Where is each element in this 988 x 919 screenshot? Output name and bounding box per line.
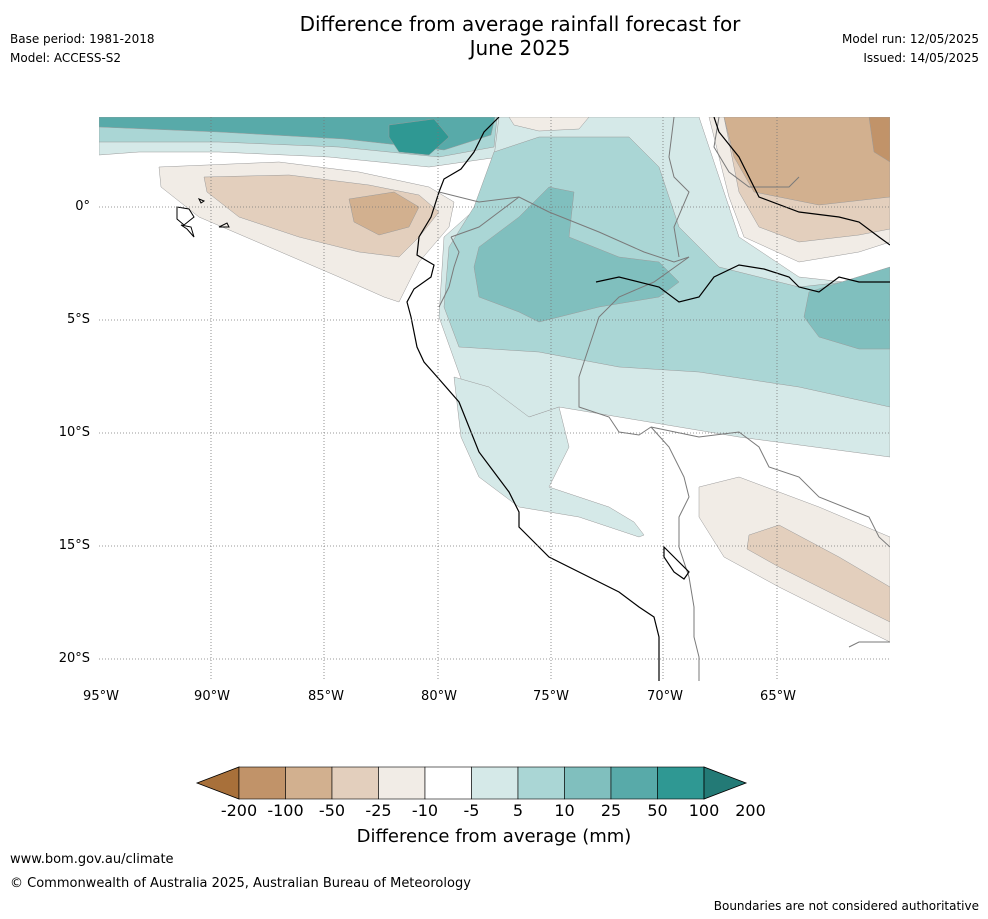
- boundary-venezuela-brazil: [713, 117, 800, 188]
- colorbar-tick-label: -10: [411, 801, 439, 820]
- disclaimer-text: Boundaries are not considered authoritat…: [713, 899, 979, 913]
- lon-label-85w: 85°W: [308, 689, 344, 704]
- base-period-text: Base period: 1981-2018: [10, 32, 155, 46]
- contour-central-dark: [473, 186, 680, 323]
- lat-label-10s: 10°S: [58, 425, 90, 440]
- lat-label-15s: 15°S: [58, 538, 90, 553]
- boundary-colombia-ecuador: [450, 196, 520, 238]
- graticule: [99, 117, 890, 681]
- title-line1: Difference from average rainfall forecas…: [299, 12, 741, 36]
- colorbar-segment: [657, 766, 705, 800]
- colorbar-segment: [564, 766, 612, 800]
- lon-label-65w: 65°W: [760, 689, 796, 704]
- colorbar-tick-label: 25: [600, 801, 622, 820]
- model-text: Model: ACCESS-S2: [10, 51, 122, 65]
- title-line2: June 2025: [469, 36, 571, 60]
- boundary-peru-brazil: [578, 256, 690, 436]
- boundary-ecuador-peru: [438, 236, 460, 308]
- colorbar-tick-label: 200: [735, 801, 766, 820]
- contour-peru-tongue: [453, 376, 645, 538]
- coast-pacific-south-america: [406, 117, 660, 681]
- contour-colombia-dry: [508, 117, 590, 132]
- colorbar-tick-label: 100: [688, 801, 720, 820]
- boundary-bolivia-brazil: [650, 426, 890, 548]
- coast-caribbean: [713, 117, 890, 246]
- lon-label-70w: 70°W: [647, 689, 683, 704]
- colorbar-tick-label: -100: [267, 801, 304, 820]
- boundary-colombia-venezuela: [668, 117, 690, 258]
- issued-text: Issued: 14/05/2025: [863, 51, 979, 65]
- colorbar-tick-label: -50: [318, 801, 346, 820]
- colorbar-tick-label: -25: [365, 801, 392, 820]
- colorbar-segment: [331, 766, 379, 800]
- coastlines: [406, 117, 890, 681]
- lon-label-75w: 75°W: [533, 689, 569, 704]
- colorbar-segment: [424, 766, 472, 800]
- rainfall-map: [99, 117, 890, 681]
- contour-ne-dry-core: [723, 117, 890, 206]
- boundary-colombia-peru: [438, 191, 690, 263]
- colorbar-segment: [517, 766, 565, 800]
- contour-pacific-dry-core: [348, 191, 420, 236]
- colorbar-segment: [471, 766, 519, 800]
- lat-label-0: 0°: [75, 199, 90, 214]
- colorbar-segment: [378, 766, 426, 800]
- model-run-text: Model run: 12/05/2025: [841, 32, 979, 46]
- lat-label-20s: 20°S: [58, 651, 90, 666]
- colorbar-extend-high: [703, 766, 748, 800]
- coast-amazon-river: [595, 264, 890, 303]
- colorbar-segment: [238, 766, 286, 800]
- lon-label-95w: 95°W: [83, 689, 119, 704]
- colorbar-segment: [610, 766, 658, 800]
- colorbar-title: Difference from average (mm): [356, 826, 632, 847]
- boundary-paraguay: [848, 641, 890, 648]
- contour-ne-dry-peak: [868, 117, 890, 163]
- country-boundaries: [438, 117, 890, 681]
- colorbar-tick-label: 5: [512, 801, 524, 820]
- lon-label-90w: 90°W: [194, 689, 230, 704]
- lon-label-80w: 80°W: [421, 689, 457, 704]
- colorbar-segment: [285, 766, 333, 800]
- contour-bolivia-dry-mid: [746, 524, 890, 623]
- boundary-chile-bolivia: [688, 576, 700, 681]
- colorbar: [195, 766, 748, 800]
- boundary-peru-bolivia: [650, 426, 690, 578]
- copyright-text: © Commonwealth of Australia 2025, Austra…: [10, 876, 471, 891]
- colorbar-extend-low: [195, 766, 240, 800]
- contour-north-band-core: [388, 118, 450, 156]
- map-title: Difference from average rainfall forecas…: [240, 12, 800, 60]
- colorbar-tick-label: 10: [554, 801, 575, 820]
- colorbar-tick-label: -200: [220, 801, 258, 820]
- galapagos-islands: [176, 198, 230, 238]
- colorbar-tick-label: -5: [463, 801, 480, 820]
- lat-label-5s: 5°S: [66, 312, 90, 327]
- coast-lake-titicaca: [663, 545, 690, 580]
- website-text: www.bom.gov.au/climate: [10, 852, 174, 867]
- colorbar-tick-label: 50: [647, 801, 668, 820]
